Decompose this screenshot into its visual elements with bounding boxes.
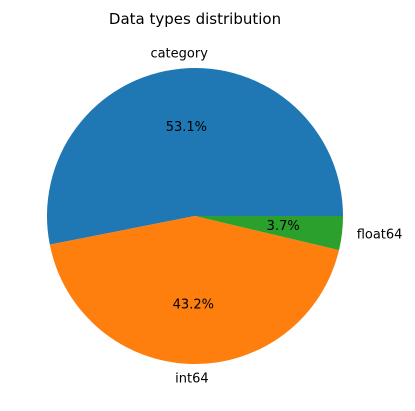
chart-title: Data types distribution <box>109 10 281 28</box>
slice-label-float64: float64 <box>357 227 403 242</box>
pie-labels: category 53.1% int64 43.2% float64 3.7% <box>150 46 402 386</box>
slice-label-int64: int64 <box>175 371 209 386</box>
pie-slices <box>47 68 343 364</box>
slice-label-category: category <box>150 46 208 61</box>
pie-slice-int64 <box>49 216 340 364</box>
slice-percent-int64: 43.2% <box>173 297 214 312</box>
pie-slice-category <box>47 68 343 245</box>
slice-percent-float64: 3.7% <box>267 219 300 234</box>
pie-slice-float64 <box>195 216 343 251</box>
slice-percent-category: 53.1% <box>166 120 207 135</box>
